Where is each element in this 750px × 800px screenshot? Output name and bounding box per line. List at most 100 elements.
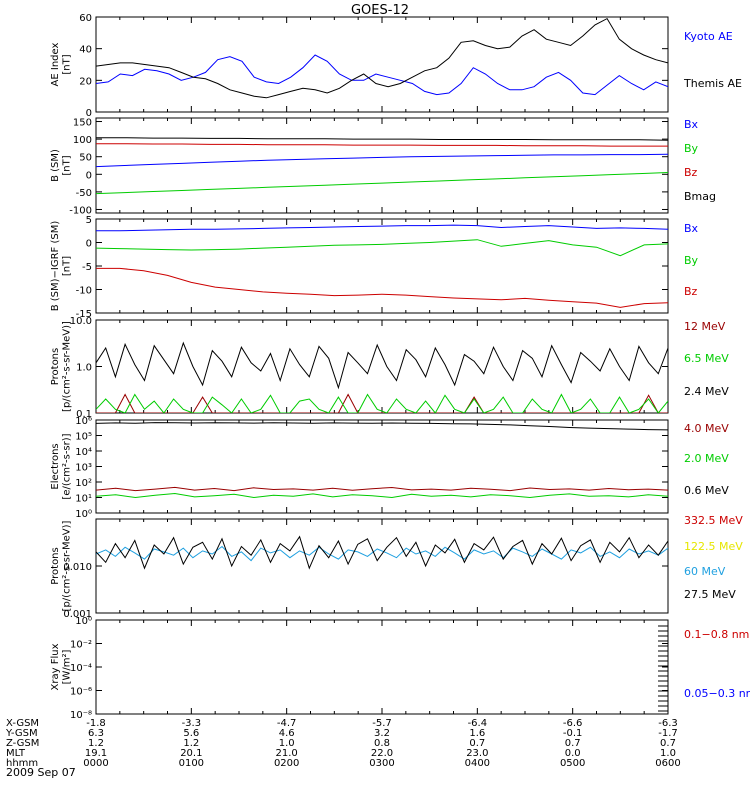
y-tick-label: 10⁻⁸: [70, 710, 92, 721]
legend-label: 60 MeV: [684, 565, 726, 578]
panel-3: 5 0 -5 -10 -15B (SM)−IGRF (SM)[nT] Bx By Bz: [50, 215, 699, 320]
y-tick-label: 0.001: [63, 609, 92, 620]
footer-value: 1.0: [279, 738, 295, 749]
y-tick-label: 50: [79, 153, 92, 164]
legend-label: 0.1−0.8 nm: [684, 628, 749, 641]
footer-value: 1.2: [88, 738, 104, 749]
y-tick-label: 0: [86, 239, 92, 250]
y-tick-label: 10⁻²: [70, 640, 92, 651]
y-tick-label: 10³: [75, 463, 92, 474]
footer-row-label: Y-GSM: [5, 728, 38, 739]
footer-value: 0.8: [374, 738, 390, 749]
legend-label: Bx: [684, 118, 699, 131]
y-tick-label: 100: [73, 135, 92, 146]
legend-label: Bz: [684, 285, 698, 298]
y-tick-label: 10.0: [70, 316, 92, 327]
y-axis-label: Xray Flux[W/m²]: [50, 643, 73, 690]
footer-date: 2009 Sep 07: [6, 766, 76, 779]
series-line-2-0-mev: [96, 492, 668, 499]
footer-row-label: Z-GSM: [6, 738, 39, 749]
series-line-bz: [96, 143, 668, 147]
y-tick-label: 0: [86, 170, 92, 181]
footer-value: 0.0: [565, 748, 581, 759]
footer-value: 0500: [560, 758, 585, 769]
footer-value: 4.6: [279, 728, 295, 739]
legend-label: By: [684, 254, 699, 267]
legend-label: Bx: [684, 222, 699, 235]
footer-value: 21.0: [276, 748, 298, 759]
series-line-kyoto-ae: [96, 54, 668, 96]
series-line-27-5-mev: [96, 535, 668, 570]
footer-value: -6.6: [563, 718, 583, 729]
footer-value: 22.0: [371, 748, 393, 759]
legend-label: Themis AE: [683, 77, 742, 90]
series-line-bx: [96, 224, 668, 232]
panel-frame: [95, 319, 669, 414]
series-line-bx: [96, 153, 668, 168]
plot-title: GOES-12: [351, 3, 409, 18]
footer-value: -3.3: [182, 718, 202, 729]
series-line-4-0-mev: [96, 486, 668, 492]
footer-value: -5.7: [372, 718, 392, 729]
series-line-bmag: [96, 137, 668, 141]
footer-value: 0600: [655, 758, 680, 769]
panel-2: 150 100 50 0 -50 -100 B (SM)[nT] Bx By Bz Bmag: [50, 117, 716, 216]
y-tick-label: 20: [79, 76, 92, 87]
footer-row-label: X-GSM: [6, 718, 39, 729]
footer-value: 0400: [465, 758, 490, 769]
y-tick-label: 10⁰: [75, 616, 92, 627]
y-tick-label: 10⁻⁶: [70, 687, 92, 698]
footer-value: 19.1: [85, 748, 107, 759]
footer-value: 0.7: [469, 738, 485, 749]
y-axis-label: AE Index[nT]: [50, 42, 73, 86]
series-line-by: [96, 172, 668, 195]
y-axis-label: B (SM)[nT]: [50, 149, 73, 182]
panel-5: 10⁶ 10⁵ 10⁴ 10³ 10² 10¹ 10⁰Electrons[e/(cm²-s-…: [50, 416, 729, 520]
footer-value: -4.7: [277, 718, 297, 729]
legend-label: 6.5 MeV: [684, 352, 729, 365]
footer-value: 1.2: [183, 738, 199, 749]
legend-label: 2.0 MeV: [684, 452, 729, 465]
y-tick-label: -100: [69, 205, 92, 216]
legend-label: Bz: [684, 166, 698, 179]
footer-row-label: MLT: [6, 748, 26, 759]
footer-value: 0300: [369, 758, 394, 769]
footer-value: 3.2: [374, 728, 390, 739]
legend-label: 122.5 MeV: [684, 540, 743, 553]
series-line-60-mev: [96, 545, 668, 562]
panel-frame: [95, 518, 669, 614]
y-tick-label: 10⁻⁴: [70, 663, 92, 674]
panel-frame: [95, 16, 669, 113]
y-tick-label: 40: [79, 45, 92, 56]
legend-label: 0.05−0.3 nm: [684, 687, 750, 700]
y-tick-label: 5: [86, 215, 92, 226]
legend-label: 332.5 MeV: [684, 514, 743, 527]
y-tick-label: 0.1: [76, 409, 92, 420]
series-line-themis-ae: [96, 17, 668, 99]
footer-value: 1.0: [660, 748, 676, 759]
y-axis-label: Protons[p/(cm²-s-sr-MeV)]: [50, 321, 73, 412]
footer-value: -6.4: [468, 718, 488, 729]
y-axis-label: Electrons[e/(cm²-s-sr)]: [50, 433, 73, 499]
series-line-by: [96, 239, 668, 257]
y-tick-label: 10¹: [75, 494, 92, 505]
legend-label: 0.6 MeV: [684, 484, 729, 497]
panel-frame: [95, 117, 669, 214]
legend-label: Bmag: [684, 190, 716, 203]
y-tick-label: 10²: [75, 478, 92, 489]
footer-value: 1.6: [469, 728, 485, 739]
footer-row-label: hhmm: [6, 758, 38, 769]
panel-frame: [95, 619, 669, 715]
y-tick-label: 0.010: [63, 562, 92, 573]
footer-value: 6.3: [88, 728, 104, 739]
legend-label: 2.4 MeV: [684, 385, 729, 398]
y-axis-label: B (SM)−IGRF (SM)[nT]: [50, 221, 73, 312]
y-tick-label: -15: [76, 309, 92, 320]
footer-value: -1.8: [86, 718, 106, 729]
y-tick-label: -10: [76, 286, 92, 297]
footer-value: 0.7: [660, 738, 676, 749]
y-tick-label: 0: [86, 108, 92, 119]
